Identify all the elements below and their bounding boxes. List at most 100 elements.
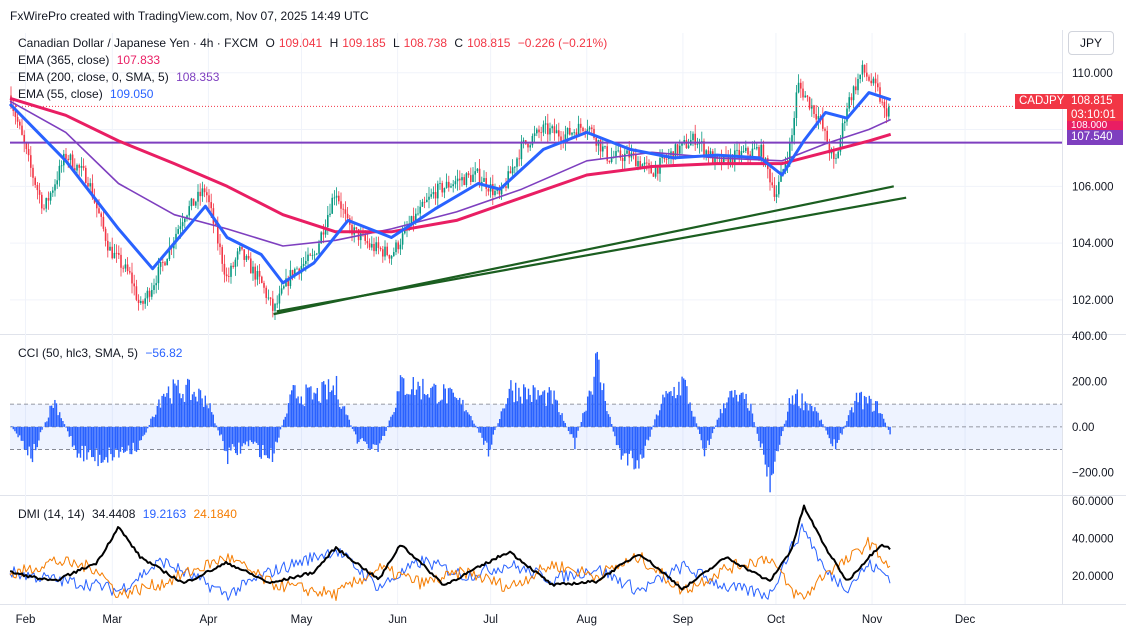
- cci-bar: [676, 394, 678, 427]
- candle-body: [861, 64, 864, 75]
- cci-bar: [83, 426, 85, 462]
- candle-body: [307, 254, 309, 262]
- cci-bar: [57, 415, 59, 427]
- cci-bar: [710, 426, 712, 439]
- candle-body: [261, 276, 263, 283]
- cci-bar: [601, 390, 603, 427]
- cci-bar: [615, 426, 618, 446]
- cci-bar: [150, 418, 152, 427]
- candle-body: [496, 189, 498, 191]
- cci-bar: [164, 396, 166, 427]
- cci-bar: [331, 390, 333, 427]
- symbol-tag: CADJPY: [1015, 94, 1069, 109]
- cci-legend[interactable]: CCI (50, hlc3, SMA, 5) −56.82: [18, 346, 186, 360]
- candle-body: [142, 301, 144, 304]
- cci-bar: [679, 395, 682, 427]
- cci-bar: [739, 394, 741, 427]
- candle-body: [738, 149, 740, 158]
- cci-bar: [804, 401, 806, 427]
- high-value: 109.185: [342, 36, 386, 50]
- candle-body: [624, 153, 626, 162]
- candle-body: [822, 117, 824, 129]
- cci-bar: [507, 398, 509, 427]
- cci-bar: [519, 396, 522, 427]
- candle-body: [870, 80, 872, 84]
- candle-body: [111, 246, 113, 259]
- cci-bar: [753, 422, 755, 427]
- cci-bar: [206, 405, 208, 427]
- cci-bar: [675, 398, 677, 427]
- symbol-title[interactable]: Canadian Dollar / Japanese Yen · 4h · FX…: [18, 36, 259, 50]
- cci-bar: [337, 399, 339, 427]
- cci-bar: [654, 419, 656, 427]
- candle-body: [569, 127, 571, 135]
- cci-bar: [764, 426, 766, 465]
- cci-bar: [142, 426, 144, 437]
- cci-bar: [668, 391, 670, 427]
- cci-bar: [835, 426, 837, 450]
- dmi-legend[interactable]: DMI (14, 14) 34.4408 19.2163 24.1840: [18, 507, 241, 521]
- candle-body: [423, 201, 426, 203]
- cci-bar: [476, 426, 478, 429]
- cci-bar: [87, 426, 90, 453]
- ema55-legend[interactable]: EMA (55, close) 109.050: [18, 87, 157, 101]
- cci-bar: [425, 395, 427, 427]
- cci-bar: [268, 426, 270, 459]
- candle-body: [19, 121, 21, 126]
- cci-bar: [345, 414, 347, 427]
- candle-body: [34, 177, 36, 185]
- cci-bar: [340, 408, 342, 427]
- cci-bar: [492, 426, 494, 435]
- cci-bar: [700, 426, 702, 441]
- cci-bar: [270, 426, 272, 449]
- cci-bar: [28, 426, 30, 447]
- trendline[interactable]: [276, 196, 907, 313]
- cci-bar: [167, 386, 170, 427]
- candle-body: [599, 139, 602, 152]
- cci-bar: [118, 426, 120, 458]
- candle-body: [542, 124, 545, 133]
- candle-body: [252, 266, 254, 274]
- cci-bar: [347, 415, 349, 427]
- cci-bar: [177, 379, 179, 427]
- cci-bar: [471, 420, 474, 427]
- candle-body: [168, 246, 171, 260]
- cci-bar: [375, 426, 378, 445]
- cci-tick-label: 200.00: [1072, 376, 1107, 388]
- cci-bar: [401, 377, 403, 427]
- candle-body: [355, 227, 358, 230]
- horizontal-level-tag: 107.540: [1067, 130, 1123, 145]
- ema365-legend[interactable]: EMA (365, close) 107.833: [18, 53, 164, 67]
- candle-body: [243, 249, 245, 260]
- candle-body: [615, 151, 617, 158]
- x-tick-label: Feb: [16, 614, 36, 626]
- cci-bar: [731, 390, 733, 427]
- candle-body: [267, 297, 270, 299]
- cci-bar: [38, 426, 40, 441]
- ema200-legend[interactable]: EMA (200, close, 0, SMA, 5) 108.353: [18, 70, 223, 84]
- cci-bar: [860, 391, 862, 427]
- candle-body: [30, 155, 32, 168]
- candle-body: [199, 191, 201, 197]
- cci-bar: [683, 378, 685, 427]
- candle-body: [342, 208, 344, 210]
- candle-body: [747, 147, 749, 155]
- cci-bar: [417, 381, 419, 427]
- candle-body: [531, 135, 534, 146]
- candle-body: [291, 270, 294, 276]
- candle-body: [723, 154, 725, 164]
- candle-body: [441, 183, 443, 193]
- candle-body: [793, 118, 795, 136]
- candle-body: [360, 233, 362, 241]
- cci-bar: [247, 426, 250, 447]
- candle-body: [571, 132, 573, 135]
- watermark: FxWirePro created with TradingView.com, …: [10, 9, 369, 23]
- cci-bar: [209, 403, 211, 427]
- currency-button[interactable]: JPY: [1068, 31, 1114, 55]
- cci-bar: [190, 399, 192, 427]
- candle-body: [395, 242, 397, 253]
- candle-body: [115, 252, 118, 254]
- cci-bar: [491, 426, 493, 445]
- candle-body: [815, 113, 817, 120]
